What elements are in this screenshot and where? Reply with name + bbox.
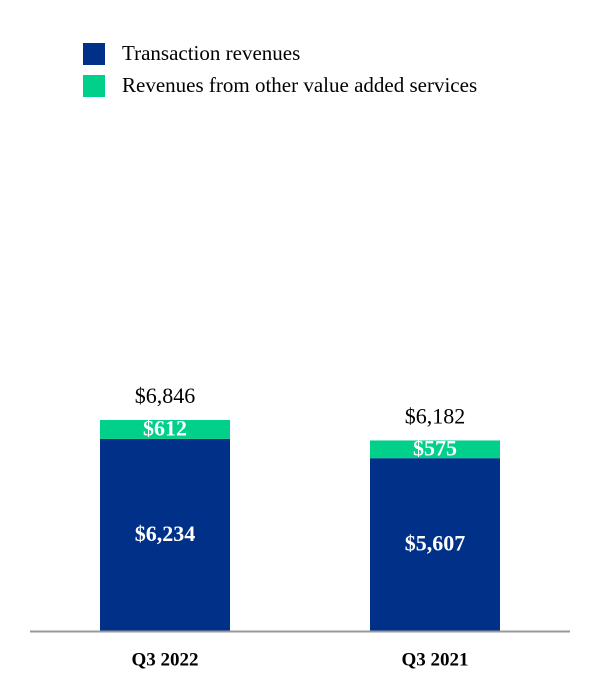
legend-label: Transaction revenues [122,41,300,65]
segment-label: $6,234 [135,521,196,546]
bar-segment [100,438,230,631]
legend-label: Revenues from other value added services [122,73,477,97]
x-tick-label: Q3 2021 [401,649,468,670]
segment-label: $575 [413,435,457,460]
x-tick-label: Q3 2022 [131,649,198,670]
bar-segment [370,458,500,631]
bar-segment [370,440,500,459]
segment-label: $5,607 [405,531,466,556]
segment-label: $612 [143,415,187,440]
bar-segment [100,420,230,439]
total-label: $6,846 [135,383,196,408]
total-label: $6,182 [405,404,466,429]
legend-swatch [83,43,105,65]
legend-swatch [83,75,105,97]
